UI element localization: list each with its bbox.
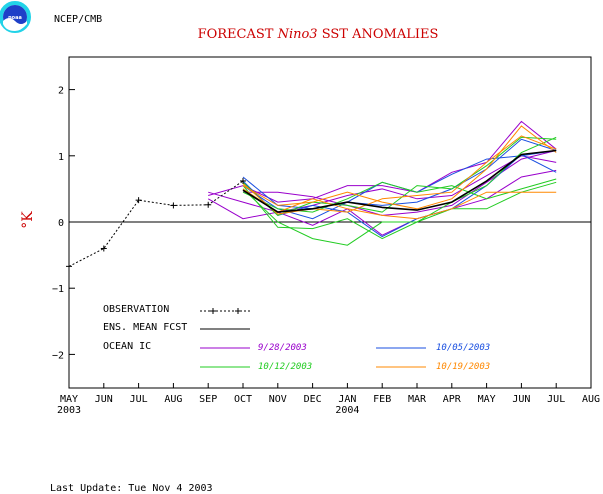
title-pre: FORECAST	[198, 27, 278, 42]
observation-series	[66, 177, 246, 270]
legend-observation-marker	[210, 308, 216, 314]
x-tick-label: NOV	[269, 394, 287, 405]
x-tick-label: MAY	[60, 394, 78, 405]
x-tick-label: AUG	[164, 394, 182, 405]
title-post: SST ANOMALIES	[318, 27, 439, 42]
forecast-member-line	[242, 136, 557, 246]
observation-point	[170, 202, 177, 209]
observation-point	[240, 177, 246, 184]
legend-ocean-ic-label: OCEAN IC	[103, 341, 151, 352]
x-tick-label: JUN	[95, 394, 113, 405]
y-tick-label: 1	[58, 152, 64, 163]
forecast-member-line	[242, 125, 557, 210]
x-tick-label: APR	[443, 394, 462, 405]
legend-ic1-label: 9/28/2003	[258, 343, 307, 353]
x-tick-label: DEC	[304, 394, 322, 405]
forecast-members	[207, 120, 557, 246]
legend-observation-label: OBSERVATION	[103, 304, 169, 315]
forecast-member-line	[242, 150, 557, 210]
x-tick-label: AUG	[582, 394, 600, 405]
x-tick-label: JUL	[547, 394, 565, 405]
y-axis-label: °K	[20, 211, 36, 229]
ensemble-mean	[242, 149, 557, 213]
chart-title: FORECAST Nino3 SST ANOMALIES	[198, 27, 439, 42]
forecast-member-line	[242, 188, 557, 220]
legend: OBSERVATION ENS. MEAN FCST OCEAN IC 9/28…	[103, 304, 490, 372]
x-tick-label: MAR	[408, 394, 427, 405]
x-year-label: 2004	[335, 405, 359, 416]
x-tick-label: JUL	[130, 394, 148, 405]
legend-ic3-label: 10/12/2003	[258, 362, 312, 372]
org-label: NCEP/CMB	[54, 14, 102, 25]
observation-point	[100, 245, 107, 252]
legend-ic4-label: 10/19/2003	[436, 362, 490, 372]
legend-observation-marker	[235, 308, 241, 314]
ensemble-mean-line	[242, 149, 557, 213]
x-tick-label: OCT	[234, 394, 252, 405]
logo-text: noaa	[8, 15, 22, 21]
last-update: Last Update: Tue Nov 4 2003	[50, 483, 213, 494]
observation-point	[66, 263, 72, 270]
forecast-member-line	[242, 138, 557, 220]
legend-ensemble-label: ENS. MEAN FCST	[103, 322, 187, 333]
x-tick-label: MAY	[478, 394, 496, 405]
x-axis-ticks: MAY JUN JUL AUG SEP OCT NOV DEC JAN FEB MAR APR MAY J…	[57, 383, 600, 416]
x-year-label: 2003	[57, 405, 81, 416]
forecast-member-line	[207, 169, 557, 236]
y-tick-label: 0	[58, 218, 64, 229]
y-tick-label: 2	[58, 86, 64, 97]
x-tick-label: JAN	[338, 394, 356, 405]
noaa-logo: noaa	[0, 1, 31, 33]
forecast-member-line	[208, 155, 557, 213]
x-tick-label: JUN	[512, 394, 530, 405]
forecast-member-line	[242, 136, 557, 216]
title-em: Nino3	[277, 27, 318, 42]
x-tick-label: SEP	[199, 394, 217, 405]
observation-point	[135, 197, 142, 204]
observation-line	[68, 180, 244, 267]
legend-ic2-label: 10/05/2003	[436, 343, 490, 353]
x-tick-label: FEB	[373, 394, 391, 405]
forecast-member-line	[242, 135, 557, 215]
y-tick-label: −2	[52, 350, 64, 361]
y-tick-label: −1	[52, 284, 64, 295]
observation-point	[205, 201, 212, 208]
y-axis-ticks: 2 1 0 −1 −2	[52, 86, 75, 361]
forecast-member-line	[208, 120, 557, 203]
forecast-member-line	[242, 181, 557, 240]
